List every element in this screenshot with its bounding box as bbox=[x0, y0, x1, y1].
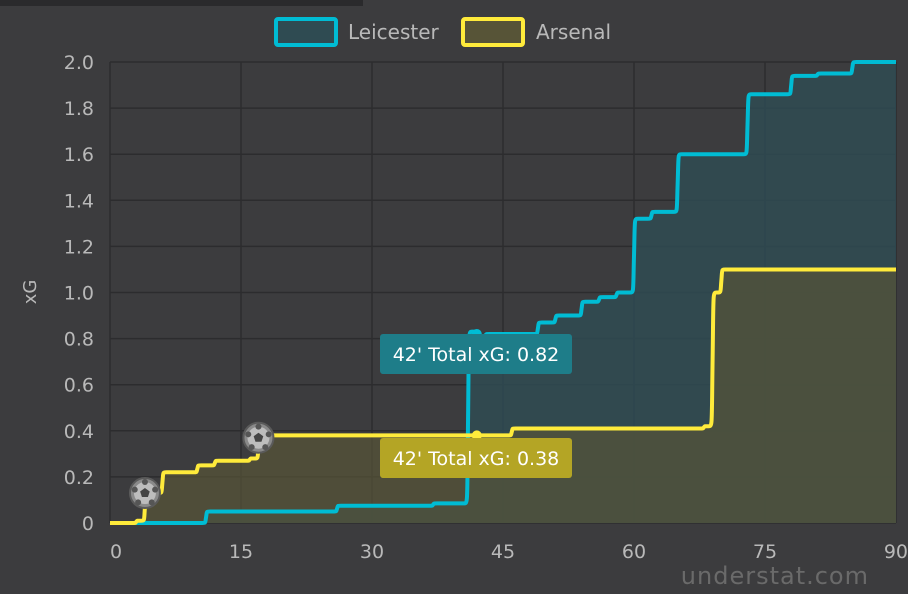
tooltip-text-leicester: 42' Total xG: 0.82 bbox=[393, 344, 560, 366]
watermark: understat.com bbox=[681, 562, 869, 590]
x-tick-label: 45 bbox=[491, 541, 515, 563]
tooltips: 42' Total xG: 0.82 42' Total xG: 0.38 bbox=[380, 334, 572, 478]
legend-label-leicester: Leicester bbox=[348, 20, 440, 44]
y-tick-label: 0.2 bbox=[64, 467, 94, 489]
tooltip-leicester: 42' Total xG: 0.82 bbox=[380, 334, 572, 374]
y-tick-label: 1.0 bbox=[64, 283, 94, 305]
y-axis-title: xG bbox=[20, 280, 41, 305]
tooltip-text-arsenal: 42' Total xG: 0.38 bbox=[393, 448, 560, 470]
x-axis-ticks: 0 15 30 45 60 75 90 bbox=[110, 541, 908, 563]
goal-markers bbox=[128, 421, 275, 510]
legend: Leicester Arsenal bbox=[274, 17, 611, 47]
goal-ball-icon[interactable] bbox=[128, 477, 161, 510]
area-arsenal bbox=[110, 269, 896, 523]
goal-ball-icon[interactable] bbox=[242, 421, 275, 454]
tooltip-arsenal: 42' Total xG: 0.38 bbox=[380, 438, 572, 478]
x-tick-label: 90 bbox=[884, 541, 908, 563]
y-tick-label: 1.6 bbox=[64, 144, 94, 166]
tooltip-box-arsenal bbox=[380, 438, 572, 478]
legend-item-leicester[interactable]: Leicester bbox=[274, 17, 440, 47]
legend-swatch-leicester bbox=[274, 17, 338, 47]
line-leicester bbox=[110, 60, 896, 525]
legend-label-arsenal: Arsenal bbox=[536, 20, 611, 44]
y-tick-label: 0.4 bbox=[64, 421, 94, 443]
x-tick-label: 15 bbox=[229, 541, 253, 563]
y-tick-label: 0.6 bbox=[64, 375, 94, 397]
y-tick-label: 0 bbox=[82, 513, 94, 535]
y-tick-label: 2.0 bbox=[64, 52, 94, 74]
x-tick-label: 75 bbox=[753, 541, 777, 563]
x-tick-label: 30 bbox=[360, 541, 384, 563]
legend-item-arsenal[interactable]: Arsenal bbox=[461, 17, 611, 47]
y-axis-ticks: 0 0.2 0.4 0.6 0.8 1.0 1.2 1.4 1.6 1.8 2.0 bbox=[64, 52, 94, 535]
hover-point-arsenal bbox=[471, 430, 482, 441]
x-tick-label: 60 bbox=[622, 541, 646, 563]
top-tab-bar bbox=[0, 0, 363, 6]
y-tick-label: 1.8 bbox=[64, 98, 94, 120]
tooltip-box-leicester bbox=[380, 334, 572, 374]
y-tick-label: 1.4 bbox=[64, 190, 94, 212]
x-tick-label: 0 bbox=[110, 541, 122, 563]
y-tick-label: 0.8 bbox=[64, 329, 94, 351]
y-tick-label: 1.2 bbox=[64, 236, 94, 258]
area-leicester bbox=[110, 62, 896, 523]
legend-swatch-arsenal bbox=[461, 17, 525, 47]
series-areas bbox=[110, 62, 896, 523]
